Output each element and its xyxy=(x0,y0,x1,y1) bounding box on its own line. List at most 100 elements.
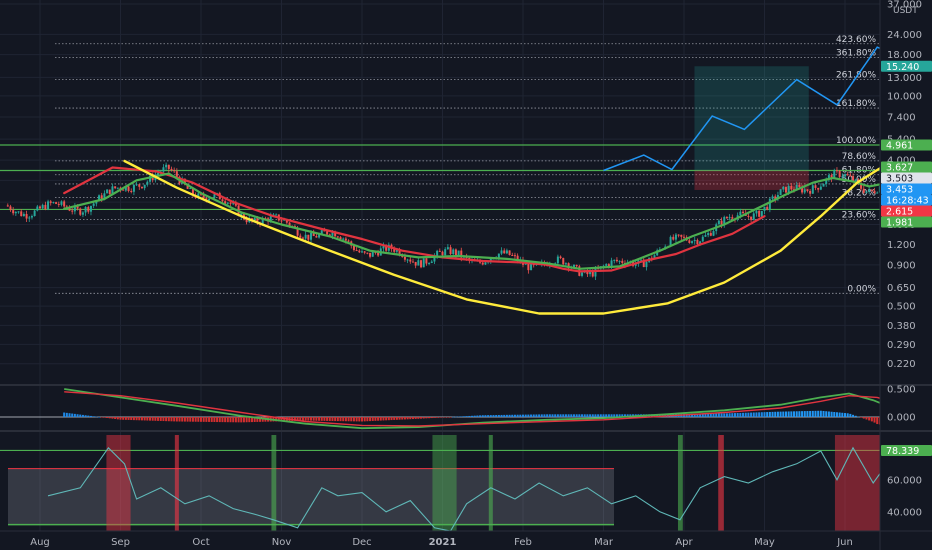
price-pane[interactable]: 423.60% 361.80% 261.80% 161.80% 100.00% 78.60… xyxy=(0,30,932,315)
macd-bar xyxy=(854,415,857,417)
time-tick-label: Mar xyxy=(594,537,614,548)
macd-bar xyxy=(744,412,747,417)
ma-green-line[interactable] xyxy=(63,172,932,270)
macd-bar xyxy=(626,414,629,417)
macd-bar xyxy=(516,414,519,417)
candle-body xyxy=(411,261,414,263)
time-tick-label: Aug xyxy=(30,537,50,548)
macd-bar xyxy=(186,417,189,422)
macd-bar xyxy=(476,415,479,417)
macd-bar xyxy=(795,411,798,417)
macd-bar xyxy=(575,414,578,417)
macd-bar xyxy=(441,417,444,418)
candle-body xyxy=(409,259,412,262)
candle-body xyxy=(446,247,449,250)
macd-bar xyxy=(602,414,605,417)
position-loss-zone[interactable] xyxy=(694,170,809,190)
macd-bar xyxy=(331,417,334,422)
candle-body xyxy=(457,250,460,256)
price-tick-label: 0.650 xyxy=(887,283,916,294)
price-unit-label: USDT xyxy=(893,6,918,16)
macd-bar xyxy=(436,417,439,418)
price-badge-label: 4.961 xyxy=(886,141,913,152)
macd-bar xyxy=(513,414,516,417)
macd-bar xyxy=(685,414,688,417)
macd-bar xyxy=(240,417,243,423)
macd-bar xyxy=(449,417,452,418)
macd-bar xyxy=(811,410,814,417)
macd-bar xyxy=(165,417,168,422)
macd-bar xyxy=(605,414,608,417)
macd-bar xyxy=(750,412,753,417)
candle-body xyxy=(138,184,141,187)
macd-bar xyxy=(358,417,361,422)
macd-bar xyxy=(328,417,331,421)
macd-bar xyxy=(347,417,350,422)
macd-bar xyxy=(717,413,720,417)
candle-body xyxy=(312,232,315,237)
candle-body xyxy=(782,186,785,190)
candle-body xyxy=(591,271,594,277)
macd-fast-line[interactable] xyxy=(64,388,932,430)
macd-bar xyxy=(256,417,259,422)
macd-bar xyxy=(420,417,423,419)
ma-red-line[interactable] xyxy=(63,166,766,273)
candle-body xyxy=(720,220,723,225)
candle-body xyxy=(801,186,804,193)
macd-bar xyxy=(878,417,880,425)
candle-body xyxy=(615,259,618,262)
macd-bar xyxy=(293,417,296,421)
candle-body xyxy=(822,183,825,187)
position-profit-zone[interactable] xyxy=(694,66,809,171)
candle-body xyxy=(334,231,337,237)
macd-bar xyxy=(194,417,197,422)
macd-bar xyxy=(100,417,103,418)
time-axis[interactable]: Aug Sep Oct Nov Dec 2021 Feb Mar Apr May Jun xyxy=(30,537,853,548)
macd-bar xyxy=(191,417,194,422)
macd-bar xyxy=(87,415,90,417)
candle-body xyxy=(25,213,28,219)
macd-bar xyxy=(527,414,530,417)
candle-body xyxy=(140,186,143,189)
time-tick-label: Sep xyxy=(111,537,130,548)
rsi-pane[interactable] xyxy=(0,435,932,531)
macd-bar xyxy=(71,413,74,417)
candle-body xyxy=(73,206,76,212)
candle-body xyxy=(285,219,288,223)
candle-body xyxy=(865,191,868,193)
macd-bar xyxy=(355,417,358,422)
cup-arc-line[interactable] xyxy=(123,159,882,315)
candle-body xyxy=(876,192,879,194)
macd-bar xyxy=(801,411,804,417)
price-tick-label: 18.000 xyxy=(887,50,922,61)
candle-body xyxy=(449,247,452,255)
candle-body xyxy=(771,196,774,199)
macd-bar xyxy=(189,417,192,422)
macd-bar xyxy=(202,417,205,422)
macd-bar xyxy=(334,417,337,422)
macd-bar xyxy=(318,417,321,421)
projection-path[interactable] xyxy=(603,30,932,172)
macd-bar xyxy=(342,417,345,422)
macd-bar xyxy=(790,411,793,417)
macd-bar xyxy=(411,417,414,420)
macd-slow-line[interactable] xyxy=(64,391,932,427)
macd-pane[interactable] xyxy=(0,388,932,430)
macd-bar xyxy=(210,417,213,422)
price-badge-label: 2.615 xyxy=(886,207,913,218)
macd-bar xyxy=(615,414,618,417)
macd-bar xyxy=(752,412,755,417)
candle-body xyxy=(28,217,31,219)
candle-body xyxy=(846,174,849,176)
candle-body xyxy=(868,189,871,192)
macd-bar xyxy=(870,417,873,422)
macd-bar xyxy=(543,414,546,417)
rsi-line[interactable] xyxy=(47,446,932,531)
candle-body xyxy=(355,250,358,252)
candle-body xyxy=(508,250,511,256)
candle-body xyxy=(825,178,828,184)
grid-lines xyxy=(0,0,880,531)
price-tick-label: 0.900 xyxy=(887,260,916,271)
candle-body xyxy=(417,260,420,266)
